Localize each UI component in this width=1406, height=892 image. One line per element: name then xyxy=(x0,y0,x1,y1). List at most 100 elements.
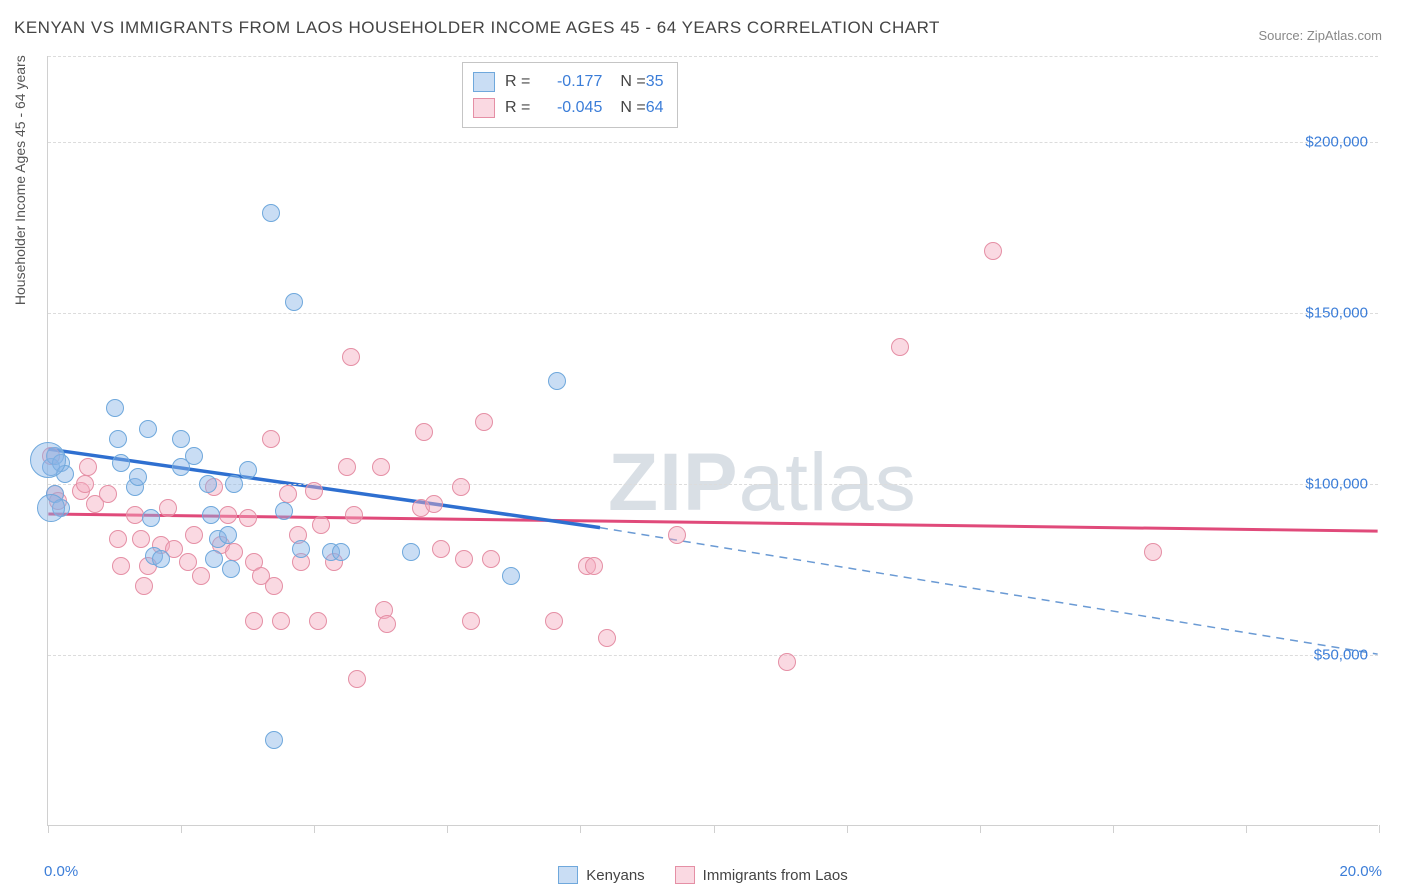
legend-swatch xyxy=(558,866,578,884)
x-tick xyxy=(1113,825,1114,833)
laos-marker xyxy=(425,495,443,513)
laos-marker xyxy=(475,413,493,431)
kenyan-marker xyxy=(142,509,160,527)
laos-marker xyxy=(778,653,796,671)
legend-n-value: 35 xyxy=(646,73,664,91)
kenyan-marker xyxy=(172,430,190,448)
x-tick xyxy=(580,825,581,833)
y-axis-title: Householder Income Ages 45 - 64 years xyxy=(12,55,28,305)
kenyan-marker xyxy=(239,461,257,479)
legend-swatch xyxy=(473,98,495,118)
laos-marker xyxy=(279,485,297,503)
x-tick xyxy=(714,825,715,833)
y-tick-label: $150,000 xyxy=(1305,304,1368,321)
laos-marker xyxy=(225,543,243,561)
laos-marker xyxy=(415,423,433,441)
gridline xyxy=(48,484,1378,485)
kenyan-marker xyxy=(139,420,157,438)
laos-marker xyxy=(338,458,356,476)
laos-marker xyxy=(245,612,263,630)
watermark-light: atlas xyxy=(739,437,917,528)
laos-marker xyxy=(309,612,327,630)
x-tick xyxy=(48,825,49,833)
series-legend: Kenyans Immigrants from Laos xyxy=(0,866,1406,884)
laos-marker xyxy=(372,458,390,476)
kenyan-marker xyxy=(185,447,203,465)
laos-marker xyxy=(668,526,686,544)
laos-marker xyxy=(598,629,616,647)
kenyan-marker-large xyxy=(30,442,66,478)
laos-marker xyxy=(185,526,203,544)
kenyan-marker xyxy=(202,506,220,524)
laos-marker xyxy=(99,485,117,503)
x-tick xyxy=(1246,825,1247,833)
regression-line xyxy=(600,528,1378,654)
kenyan-marker xyxy=(222,560,240,578)
x-tick xyxy=(447,825,448,833)
laos-marker xyxy=(112,557,130,575)
legend-r-value: -0.177 xyxy=(536,73,602,91)
kenyan-marker xyxy=(332,543,350,561)
series-legend-label: Kenyans xyxy=(586,867,644,884)
laos-marker xyxy=(239,509,257,527)
kenyan-marker xyxy=(402,543,420,561)
chart-container: KENYAN VS IMMIGRANTS FROM LAOS HOUSEHOLD… xyxy=(0,0,1406,892)
kenyan-marker xyxy=(205,550,223,568)
kenyan-marker xyxy=(109,430,127,448)
kenyan-marker xyxy=(219,526,237,544)
laos-marker xyxy=(891,338,909,356)
laos-marker xyxy=(135,577,153,595)
series-legend-item: Immigrants from Laos xyxy=(675,866,848,884)
laos-marker xyxy=(545,612,563,630)
legend-row: R = -0.177N = 35 xyxy=(473,69,663,95)
laos-marker xyxy=(345,506,363,524)
laos-marker xyxy=(272,612,290,630)
laos-marker xyxy=(312,516,330,534)
laos-marker xyxy=(132,530,150,548)
kenyan-marker xyxy=(225,475,243,493)
chart-title: KENYAN VS IMMIGRANTS FROM LAOS HOUSEHOLD… xyxy=(14,18,940,38)
laos-marker xyxy=(265,577,283,595)
kenyan-marker xyxy=(106,399,124,417)
kenyan-marker xyxy=(502,567,520,585)
y-tick-label: $50,000 xyxy=(1314,646,1368,663)
gridline xyxy=(48,56,1378,57)
laos-marker xyxy=(342,348,360,366)
gridline xyxy=(48,313,1378,314)
y-tick-label: $200,000 xyxy=(1305,133,1368,150)
laos-marker xyxy=(452,478,470,496)
legend-n-value: 64 xyxy=(646,99,664,117)
laos-marker xyxy=(462,612,480,630)
legend-r-value: -0.045 xyxy=(536,99,602,117)
kenyan-marker xyxy=(262,204,280,222)
series-legend-item: Kenyans xyxy=(558,866,644,884)
laos-marker xyxy=(109,530,127,548)
kenyan-marker xyxy=(129,468,147,486)
source-label: Source: ZipAtlas.com xyxy=(1258,28,1382,43)
legend-n-label: N = xyxy=(620,73,645,91)
kenyan-marker xyxy=(152,550,170,568)
legend-swatch xyxy=(473,72,495,92)
laos-marker xyxy=(219,506,237,524)
laos-marker xyxy=(1144,543,1162,561)
x-tick xyxy=(980,825,981,833)
correlation-legend: R = -0.177N = 35R = -0.045N = 64 xyxy=(462,62,678,128)
kenyan-marker xyxy=(265,731,283,749)
laos-marker xyxy=(192,567,210,585)
laos-marker xyxy=(305,482,323,500)
laos-marker xyxy=(79,458,97,476)
laos-marker xyxy=(585,557,603,575)
laos-marker xyxy=(348,670,366,688)
kenyan-marker xyxy=(275,502,293,520)
x-tick xyxy=(847,825,848,833)
kenyan-marker-large xyxy=(37,494,65,522)
kenyan-marker xyxy=(548,372,566,390)
x-tick xyxy=(1379,825,1380,833)
kenyan-marker xyxy=(292,540,310,558)
regression-lines-layer xyxy=(48,56,1378,825)
legend-swatch xyxy=(675,866,695,884)
legend-r-label: R = xyxy=(505,99,530,117)
plot-area: ZIPatlas R = -0.177N = 35R = -0.045N = 6… xyxy=(47,56,1378,826)
watermark-bold: ZIP xyxy=(608,437,739,528)
x-tick xyxy=(181,825,182,833)
